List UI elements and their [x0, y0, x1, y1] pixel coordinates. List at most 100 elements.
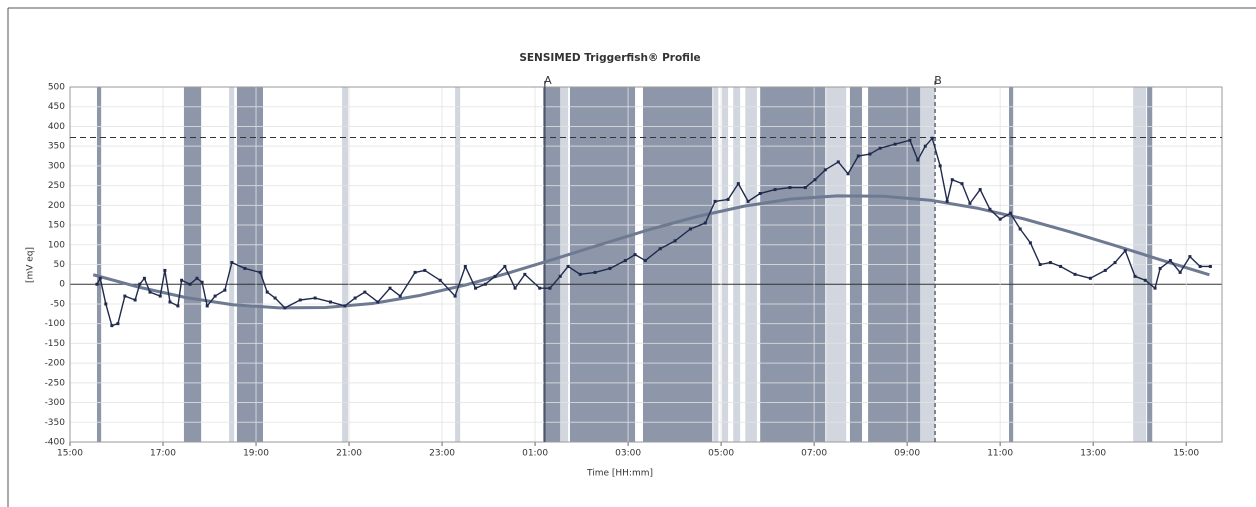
- data-point: [893, 142, 897, 146]
- data-point: [950, 178, 954, 182]
- data-point: [673, 239, 677, 243]
- data-point: [1028, 241, 1032, 245]
- data-point: [138, 282, 142, 286]
- data-point: [104, 302, 108, 306]
- data-point: [1113, 261, 1117, 265]
- data-point: [736, 182, 740, 186]
- data-point: [960, 182, 964, 186]
- data-point: [566, 264, 570, 268]
- x-tick-label: 09:00: [894, 449, 920, 459]
- y-tick-label: -400: [45, 438, 66, 448]
- data-point: [608, 266, 612, 270]
- data-point: [523, 272, 527, 276]
- data-point: [1133, 274, 1137, 278]
- data-point: [423, 268, 427, 272]
- data-point: [658, 247, 662, 251]
- fit-curve: [92, 194, 1210, 310]
- data-point: [1198, 264, 1202, 268]
- data-point: [188, 282, 192, 286]
- data-point: [116, 322, 120, 326]
- data-point: [1088, 276, 1092, 280]
- x-tick-label: 05:00: [708, 449, 734, 459]
- data-point: [1143, 278, 1147, 282]
- data-point: [1123, 249, 1127, 253]
- data-point: [1018, 227, 1022, 231]
- data-point: [1178, 270, 1182, 274]
- data-point: [878, 146, 882, 150]
- y-axis-label: [mV eq]: [26, 247, 36, 283]
- x-tick-label: 07:00: [801, 449, 827, 459]
- data-point: [133, 298, 137, 302]
- data-point: [474, 286, 478, 290]
- data-point: [243, 266, 247, 270]
- y-tick-label: -350: [45, 418, 66, 428]
- data-point: [1008, 211, 1012, 215]
- data-point: [328, 300, 332, 304]
- data-point: [483, 282, 487, 286]
- chart-title: SENSIMED Triggerfish® Profile: [519, 52, 700, 64]
- data-point: [1153, 286, 1157, 290]
- data-point: [230, 261, 234, 265]
- data-point: [213, 294, 217, 298]
- data-point: [343, 304, 347, 308]
- data-point: [493, 274, 497, 278]
- data-point: [158, 294, 162, 298]
- plot-border: [69, 86, 1223, 443]
- data-point: [273, 296, 277, 300]
- data-point: [513, 286, 517, 290]
- data-point: [916, 158, 920, 162]
- data-point: [110, 324, 114, 328]
- data-point: [98, 276, 102, 280]
- data-point: [353, 296, 357, 300]
- data-point: [313, 296, 317, 300]
- y-tick-label: 100: [48, 240, 65, 250]
- data-point: [688, 227, 692, 231]
- data-point: [438, 278, 442, 282]
- data-point: [978, 188, 982, 192]
- y-tick-label: 350: [48, 142, 65, 152]
- data-point: [578, 272, 582, 276]
- x-tick-label: 17:00: [150, 449, 176, 459]
- data-point: [376, 300, 380, 304]
- y-tick-label: 300: [48, 161, 65, 171]
- data-point: [1208, 264, 1212, 268]
- x-tick-label: 21:00: [336, 449, 362, 459]
- data-point: [298, 298, 302, 302]
- data-point: [856, 154, 860, 158]
- data-point: [142, 276, 146, 280]
- data-point: [846, 172, 850, 176]
- data-point: [558, 274, 562, 278]
- x-tick-label: 01:00: [522, 449, 548, 459]
- x-tick-label: 15:00: [1173, 449, 1199, 459]
- x-tick-label: 13:00: [1080, 449, 1106, 459]
- y-tick-label: 500: [48, 83, 65, 93]
- data-point: [823, 168, 827, 172]
- data-point: [463, 264, 467, 268]
- data-point: [836, 160, 840, 164]
- data-point: [200, 280, 204, 284]
- x-axis-label: Time [HH:mm]: [586, 469, 653, 479]
- data-point: [643, 259, 647, 263]
- event-marker-label: B: [934, 74, 942, 87]
- y-tick-label: 450: [48, 102, 65, 112]
- data-point: [176, 304, 180, 308]
- x-tick-label: 11:00: [987, 449, 1013, 459]
- data-point: [363, 290, 367, 294]
- data-point: [633, 253, 637, 257]
- data-point: [726, 197, 730, 201]
- data-point: [1059, 264, 1063, 268]
- y-tick-label: 200: [48, 201, 65, 211]
- y-tick-label: -200: [45, 359, 66, 369]
- data-point: [623, 259, 627, 263]
- data-point: [813, 178, 817, 182]
- event-marker-label: A: [544, 74, 552, 87]
- data-point: [180, 278, 184, 282]
- data-point: [398, 294, 402, 298]
- data-point: [168, 300, 172, 304]
- x-tick-label: 03:00: [615, 449, 641, 459]
- y-tick-label: -50: [50, 299, 65, 309]
- data-point: [548, 286, 552, 290]
- data-point: [593, 270, 597, 274]
- data-point: [1168, 259, 1172, 263]
